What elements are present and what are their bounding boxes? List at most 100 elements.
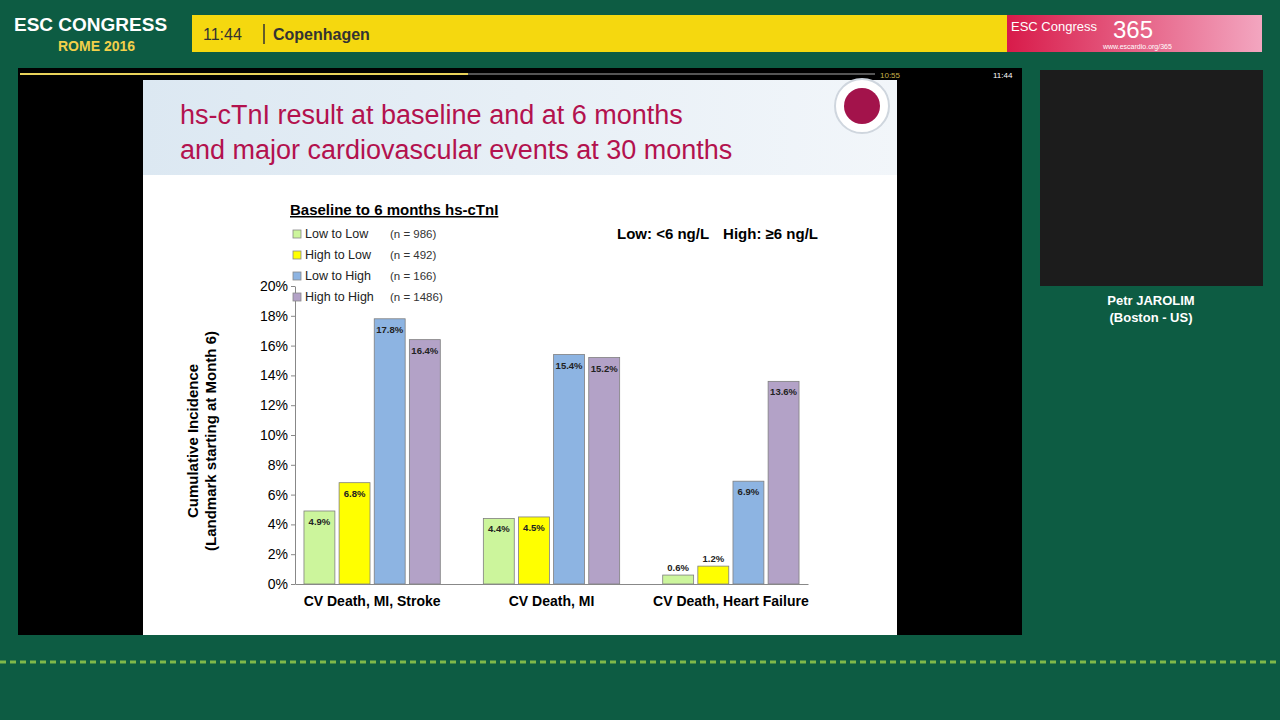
y-axis: 0%2%4%6%8%10%12%14%16%18%20%: [260, 278, 296, 592]
y-tick-label: 16%: [260, 338, 288, 354]
legend-n: (n = 986): [390, 228, 437, 240]
data-label: 4.5%: [523, 522, 545, 533]
bar: [374, 319, 405, 584]
bar: [733, 481, 764, 584]
legend-n: (n = 166): [390, 270, 437, 282]
y-tick-label: 10%: [260, 427, 288, 443]
y-axis-title-line: (Landmark starting at Month 6): [202, 331, 219, 551]
speaker-affiliation: (Boston - US): [1109, 310, 1192, 325]
event-name: ESC CONGRESS: [14, 14, 167, 35]
y-tick: 4%: [268, 516, 295, 532]
annotation: High: ≥6 ng/L: [723, 225, 818, 242]
y-tick: 10%: [260, 427, 295, 443]
y-tick-label: 0%: [268, 576, 288, 592]
legend: Baseline to 6 months hs-cTnI Low to Low (n…: [290, 201, 498, 304]
legend-swatch: [293, 272, 301, 280]
bar: [663, 575, 694, 584]
slide-header: [143, 80, 897, 175]
data-label: 17.8%: [376, 324, 403, 335]
logo: [835, 79, 889, 133]
data-labels: 4.9%4.4%0.6%6.8%4.5%1.2%17.8%15.4%6.9%16…: [309, 324, 798, 573]
player-time: 11:44: [993, 71, 1013, 80]
progress-track: [20, 73, 875, 75]
data-label: 1.2%: [702, 553, 724, 564]
y-axis-line: [295, 287, 296, 585]
x-tick: CV Death, MI: [509, 593, 595, 609]
data-label: 13.6%: [770, 386, 797, 397]
progress: [20, 73, 468, 75]
y-tick: 6%: [268, 487, 295, 503]
y-tick-label: 18%: [260, 308, 288, 324]
y-tick-label: 2%: [268, 546, 288, 562]
y-tick: 12%: [260, 397, 295, 413]
x-tick-label: CV Death, MI, Stroke: [304, 593, 441, 609]
decor-stripe: [0, 661, 1280, 664]
data-label: 15.2%: [591, 363, 618, 374]
y-tick: 14%: [260, 367, 295, 383]
bar: [304, 511, 335, 584]
brand-number: 365: [1113, 16, 1153, 43]
x-tick-label: CV Death, MI: [509, 593, 595, 609]
bars: [304, 319, 799, 584]
legend-label: High to High: [305, 290, 374, 304]
x-tick: CV Death, Heart Failure: [653, 593, 809, 609]
y-tick-label: 4%: [268, 516, 288, 532]
y-axis-title: Cumulative Incidence(Landmark starting a…: [184, 331, 219, 551]
canvas: ESC CONGRESS ROME 2016 11:44 Copenhagen ESC …: [0, 0, 1280, 720]
x-tick: CV Death, MI, Stroke: [304, 593, 441, 609]
x-axis: CV Death, MI, Stroke CV Death, MI CV Death…: [296, 585, 809, 609]
title-line: and major cardiovascular events at 30 mo…: [180, 135, 732, 165]
y-tick-label: 6%: [268, 487, 288, 503]
session-bar: [192, 15, 1007, 52]
y-tick-label: 14%: [260, 367, 288, 383]
y-tick-mark: [291, 316, 295, 317]
legend-label: Low to Low: [305, 227, 369, 241]
legend-label: High to Low: [305, 248, 372, 262]
y-tick-mark: [291, 346, 295, 347]
bar: [698, 566, 729, 584]
title-line: hs-cTnI result at baseline and at 6 mont…: [180, 100, 683, 130]
x-tick-label: CV Death, Heart Failure: [653, 593, 809, 609]
y-tick: 18%: [260, 308, 295, 324]
y-tick: 2%: [268, 546, 295, 562]
session-name: Copenhagen: [273, 26, 370, 43]
speaker-name: Petr JAROLIM: [1107, 293, 1194, 308]
video: [18, 68, 1022, 635]
legend-label: Low to High: [305, 269, 371, 283]
brand: ESC Congress: [1011, 19, 1097, 34]
y-tick-mark: [291, 554, 295, 555]
y-tick-mark: [291, 465, 295, 466]
bar: [518, 517, 549, 584]
data-label: 0.6%: [667, 562, 689, 573]
session-time: 11:44: [203, 26, 242, 43]
bar: [589, 358, 620, 584]
x-axis-line: [296, 584, 809, 585]
y-tick-mark: [291, 375, 295, 376]
y-tick: 0%: [268, 576, 295, 592]
y-tick-label: 20%: [260, 278, 288, 294]
y-tick-label: 12%: [260, 397, 288, 413]
legend-title: Baseline to 6 months hs-cTnI: [290, 201, 498, 218]
y-tick-mark: [291, 584, 295, 585]
event-edition: ROME 2016: [58, 38, 135, 54]
y-tick-mark: [291, 405, 295, 406]
data-label: 4.4%: [488, 523, 510, 534]
y-tick: 16%: [260, 338, 295, 354]
bar: [554, 355, 585, 584]
data-label: 16.4%: [411, 345, 438, 356]
player-time: 10:55: [880, 71, 901, 80]
y-tick-mark: [291, 435, 295, 436]
separator: [263, 24, 265, 44]
data-label: 6.9%: [738, 486, 760, 497]
data-label: 15.4%: [556, 360, 583, 371]
legend-n: (n = 492): [390, 249, 437, 261]
legend-n: (n = 1486): [390, 291, 443, 303]
bar: [768, 381, 799, 584]
brand-url: www.escardio.org/365: [1102, 43, 1172, 51]
data-label: 4.9%: [309, 516, 331, 527]
bar: [483, 518, 514, 584]
y-tick-mark: [291, 495, 295, 496]
slide: [143, 80, 897, 635]
legend-swatch: [293, 293, 301, 301]
y-tick-mark: [291, 286, 295, 287]
